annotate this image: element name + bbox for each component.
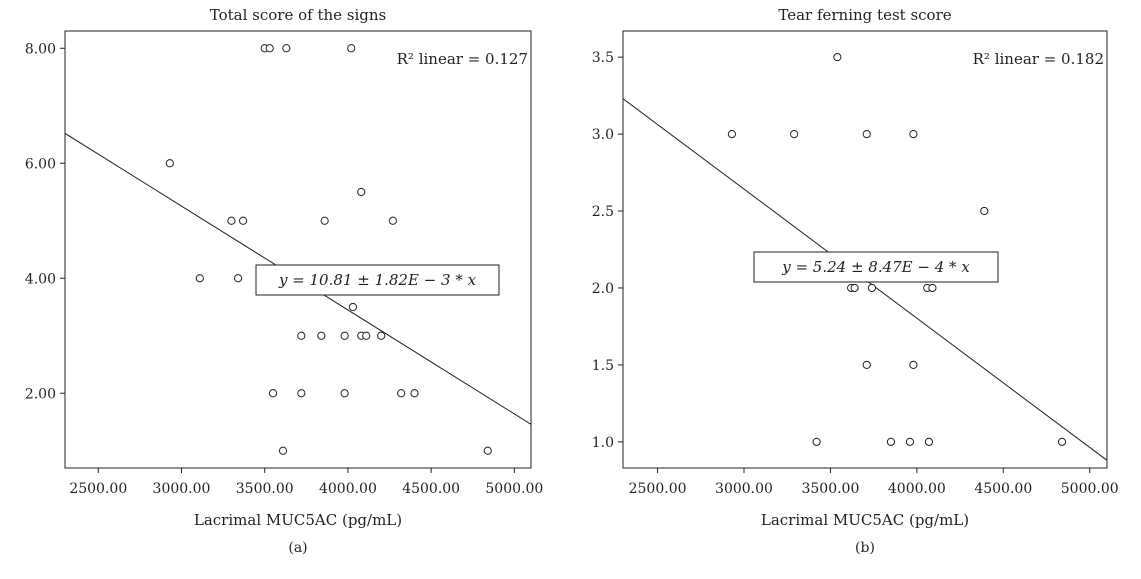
plot-frame bbox=[622, 30, 1108, 469]
panel-a: Total score of the signs 2500.00 3000.00 3… bbox=[0, 0, 570, 579]
data-point bbox=[238, 216, 248, 225]
panel-label: (b) bbox=[855, 540, 875, 556]
x-tick-label: 3000.00 bbox=[715, 481, 773, 497]
data-point bbox=[320, 216, 329, 225]
data-point bbox=[909, 129, 918, 139]
data-point bbox=[388, 216, 397, 225]
data-point bbox=[862, 360, 871, 370]
data-point bbox=[410, 389, 419, 398]
data-point bbox=[812, 437, 821, 446]
data-point bbox=[727, 129, 736, 139]
y-tick-label: 3.5 bbox=[592, 50, 614, 66]
x-tick-label: 2500.00 bbox=[69, 481, 127, 497]
data-point bbox=[362, 331, 371, 340]
data-point bbox=[850, 283, 859, 293]
x-tick-label: 3500.00 bbox=[801, 481, 859, 497]
data-point bbox=[297, 331, 306, 340]
y-tick-label: 2.0 bbox=[592, 281, 614, 297]
data-point bbox=[265, 44, 274, 53]
y-tick-label: 6.00 bbox=[25, 156, 56, 172]
r-squared-label: R² linear = 0.127 bbox=[397, 50, 528, 68]
data-point bbox=[340, 331, 349, 340]
data-point bbox=[886, 437, 896, 446]
data-point bbox=[195, 274, 204, 283]
data-point bbox=[862, 129, 871, 139]
data-point bbox=[833, 53, 842, 62]
data-point bbox=[909, 360, 918, 370]
data-point bbox=[297, 389, 306, 398]
x-tick-label: 4000.00 bbox=[888, 481, 946, 497]
data-point bbox=[790, 129, 799, 139]
equation-box bbox=[753, 251, 999, 283]
data-point bbox=[905, 437, 915, 446]
plot-frame bbox=[64, 30, 532, 469]
x-tick-label: 3500.00 bbox=[236, 481, 294, 497]
data-point bbox=[165, 159, 174, 168]
data-point bbox=[483, 446, 492, 455]
x-tick-label: 4000.00 bbox=[319, 481, 377, 497]
data-point bbox=[867, 283, 877, 293]
y-tick-label: 2.5 bbox=[592, 204, 614, 220]
data-point bbox=[924, 437, 934, 446]
y-tick-label: 1.0 bbox=[592, 435, 614, 451]
data-point bbox=[268, 389, 278, 398]
x-tick-label: 2500.00 bbox=[629, 481, 687, 497]
data-point bbox=[278, 446, 288, 455]
regression-equation: y = 10.81 ± 1.82E − 3 * x bbox=[278, 271, 477, 289]
data-point bbox=[233, 274, 243, 283]
data-point bbox=[397, 389, 406, 398]
equation-box bbox=[255, 264, 500, 296]
data-point bbox=[1057, 437, 1067, 446]
x-axis-label: Lacrimal MUC5AC (pg/mL) bbox=[761, 511, 969, 529]
x-tick-label: 4500.00 bbox=[974, 481, 1032, 497]
y-tick-label: 3.0 bbox=[592, 127, 614, 143]
data-point bbox=[282, 44, 291, 53]
scatter-plot-a: 2500.00 3000.00 3500.00 4000.00 4500.00 5000.… bbox=[25, 30, 543, 556]
panel-b: Tear ferning test score 2500.00 3000.00 35… bbox=[570, 0, 1141, 579]
data-point bbox=[340, 389, 349, 398]
y-tick-label: 2.00 bbox=[25, 386, 56, 402]
data-point bbox=[928, 283, 937, 293]
x-axis-label: Lacrimal MUC5AC (pg/mL) bbox=[194, 511, 402, 529]
x-tick-label: 4500.00 bbox=[402, 481, 460, 497]
y-tick-label: 1.5 bbox=[592, 358, 614, 374]
data-point bbox=[357, 187, 366, 197]
data-point bbox=[227, 216, 236, 225]
data-point bbox=[377, 331, 386, 340]
x-tick-label: 3000.00 bbox=[153, 481, 211, 497]
panel-label: (a) bbox=[288, 540, 307, 556]
data-point bbox=[347, 44, 356, 53]
scatter-plot-b: 2500.00 3000.00 3500.00 4000.00 4500.00 5000.… bbox=[592, 30, 1119, 556]
x-tick-label: 5000.00 bbox=[1061, 481, 1119, 497]
data-point bbox=[348, 302, 358, 312]
data-point bbox=[317, 331, 326, 340]
r-squared-label: R² linear = 0.182 bbox=[973, 50, 1104, 68]
y-tick-label: 8.00 bbox=[25, 41, 56, 57]
y-tick-label: 4.00 bbox=[25, 271, 56, 287]
chart-title: Total score of the signs bbox=[209, 6, 387, 24]
chart-title: Tear ferning test score bbox=[778, 6, 952, 24]
regression-equation: y = 5.24 ± 8.47E − 4 * x bbox=[781, 258, 970, 276]
x-tick-label: 5000.00 bbox=[485, 481, 543, 497]
data-point bbox=[980, 206, 989, 216]
